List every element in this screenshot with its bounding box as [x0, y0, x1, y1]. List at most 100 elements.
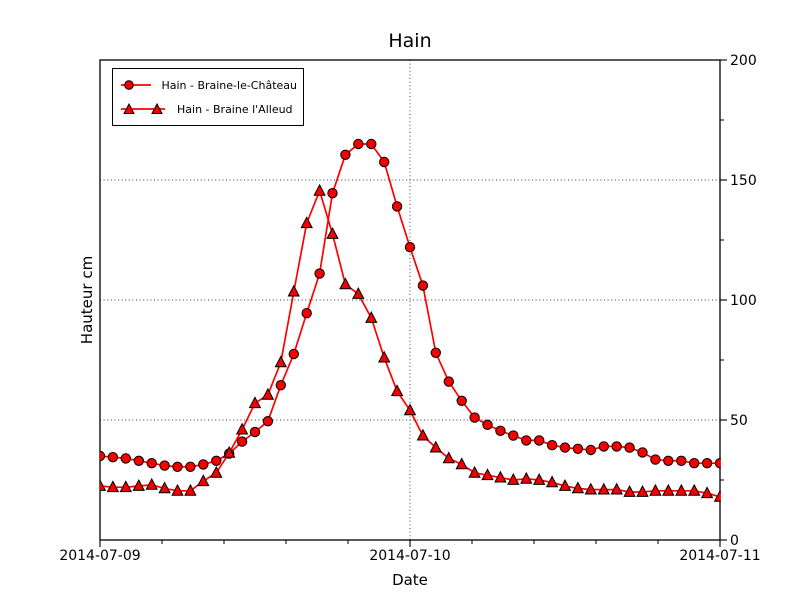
data-point-circle	[650, 454, 661, 465]
data-point-circle	[701, 458, 713, 469]
data-point-circle	[146, 458, 157, 469]
data-point-circle	[391, 201, 403, 212]
data-point-triangle	[636, 485, 649, 497]
data-point-triangle	[442, 451, 455, 464]
data-point-triangle	[610, 482, 623, 495]
data-point-triangle	[623, 485, 636, 497]
legend-item-braine-le-chateau: Hain - Braine-le-Château	[119, 78, 297, 92]
data-point-triangle	[507, 473, 520, 485]
data-point-circle	[637, 447, 648, 458]
data-point-circle	[262, 416, 274, 427]
x-tick-label: 2014-07-10	[369, 548, 450, 564]
data-point-triangle	[261, 387, 275, 400]
y-tick-label: 0	[730, 533, 739, 549]
axis-ticks	[99, 59, 727, 547]
data-point-triangle	[558, 479, 572, 491]
data-point-triangle	[403, 403, 417, 416]
data-point-triangle	[545, 475, 559, 488]
data-point-circle	[185, 461, 196, 472]
y-tick-label: 150	[730, 173, 757, 189]
data-point-circle	[663, 455, 674, 466]
y-axis-label: Hauteur cm	[78, 256, 96, 344]
data-point-triangle	[571, 481, 585, 494]
x-tick-label: 2014-07-11	[679, 548, 760, 564]
data-point-triangle	[248, 396, 262, 409]
data-point-circle	[236, 436, 248, 447]
data-point-triangle	[675, 483, 688, 496]
data-point-circle	[495, 425, 506, 436]
x-axis-label: Date	[392, 571, 428, 589]
data-point-circle	[689, 458, 700, 469]
data-point-circle	[133, 455, 145, 466]
plot-border	[99, 59, 721, 541]
data-point-triangle	[597, 482, 610, 495]
data-point-triangle	[197, 474, 210, 487]
legend-label: Hain - Braine-le-Château	[161, 78, 297, 92]
data-point-triangle	[687, 483, 701, 496]
data-point-triangle	[339, 277, 352, 290]
data-point-circle	[676, 455, 687, 466]
data-point-circle	[107, 452, 119, 463]
data-point-circle	[546, 440, 558, 451]
data-point-triangle	[494, 470, 507, 483]
x-tick-label: 2014-07-09	[59, 548, 140, 564]
data-point-triangle	[713, 489, 721, 502]
data-point-triangle	[145, 477, 158, 490]
data-point-triangle	[119, 480, 133, 493]
data-point-triangle	[481, 468, 494, 481]
data-point-circle	[353, 138, 364, 150]
data-point-triangle	[365, 311, 378, 323]
data-point-triangle	[662, 483, 675, 496]
data-point-triangle	[377, 350, 391, 363]
data-point-triangle	[352, 287, 365, 299]
data-point-circle	[521, 435, 532, 446]
data-point-circle	[211, 455, 222, 466]
legend-item-braine-l-alleud: Hain - Braine l'Alleud	[119, 102, 297, 116]
data-point-triangle	[171, 483, 184, 496]
data-point-circle	[572, 443, 584, 454]
tick-labels: 2014-07-09 2014-07-10 2014-07-110 50 100 150 2…	[59, 53, 760, 564]
data-point-circle	[159, 460, 170, 471]
data-point-triangle	[584, 482, 598, 495]
data-point-circle	[456, 395, 467, 406]
data-point-circle	[559, 442, 571, 453]
data-point-circle	[508, 430, 519, 441]
data-point-triangle	[455, 457, 468, 470]
data-point-circle	[340, 149, 351, 161]
data-point-circle	[469, 412, 480, 423]
data-point-circle	[430, 347, 441, 358]
data-point-circle	[534, 435, 545, 446]
gridlines	[100, 60, 720, 540]
y-tick-label: 50	[730, 413, 748, 429]
data-point-circle	[379, 156, 390, 168]
data-point-circle	[327, 188, 338, 199]
y-tick-label: 100	[730, 293, 757, 309]
data-point-circle	[172, 461, 183, 472]
data-point-circle	[611, 441, 622, 452]
legend-marker-triangle	[121, 102, 165, 114]
data-point-circle	[288, 348, 299, 360]
data-point-circle	[275, 380, 286, 391]
data-point-triangle	[100, 479, 107, 491]
data-point-triangle	[274, 355, 288, 368]
data-point-triangle	[390, 384, 404, 397]
data-point-circle	[100, 450, 106, 462]
chart-title: Hain	[388, 30, 431, 52]
data-point-circle	[404, 242, 416, 253]
data-point-circle	[366, 138, 377, 150]
y-tick-label: 200	[730, 53, 757, 69]
data-point-triangle	[209, 465, 223, 478]
data-point-triangle	[520, 471, 533, 484]
data-point-circle	[585, 444, 596, 456]
data-point-triangle	[235, 422, 249, 435]
data-point-circle	[249, 426, 261, 438]
legend: Hain - Braine-le-Château Hain - Braine l…	[112, 68, 304, 126]
data-point-triangle	[532, 473, 546, 485]
data-point-circle	[198, 459, 209, 470]
data-point-triangle	[132, 479, 146, 491]
data-point-triangle	[313, 183, 326, 196]
legend-label: Hain - Braine l'Alleud	[177, 102, 293, 116]
data-point-triangle	[158, 481, 171, 494]
